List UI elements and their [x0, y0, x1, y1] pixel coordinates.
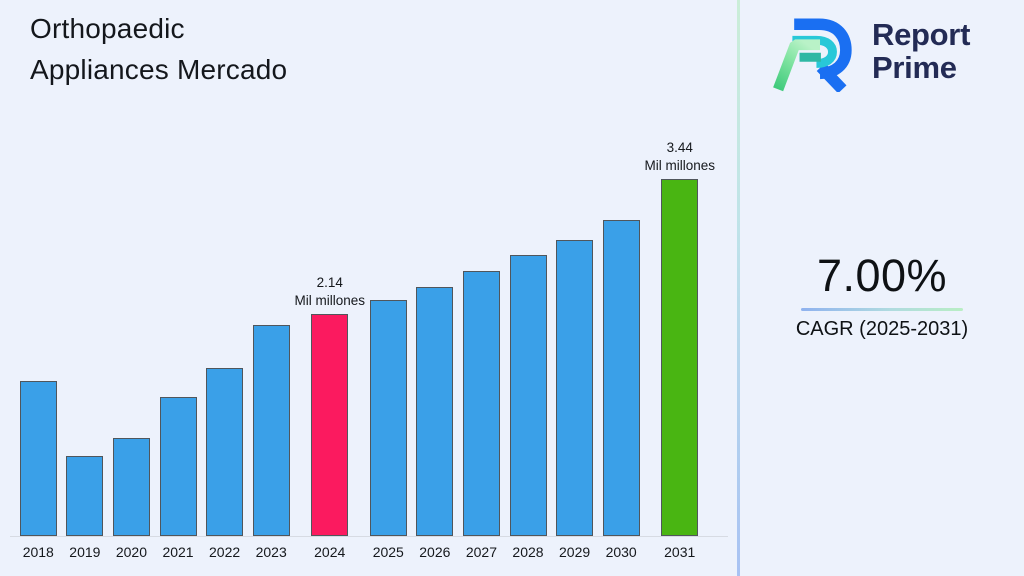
x-axis-label-2018: 2018: [22, 544, 54, 560]
bar-2019[interactable]: [66, 456, 104, 536]
report-prime-logo: Report Prime: [766, 10, 970, 92]
bar-2030[interactable]: [602, 220, 640, 536]
x-axis-label-2028: 2028: [512, 544, 544, 560]
x-axis-label-2031: 2031: [664, 544, 696, 560]
x-axis-label-2023: 2023: [255, 544, 287, 560]
bar-2018[interactable]: [19, 381, 57, 536]
bar-group-2028: 2028: [505, 0, 552, 560]
bar-group-2023: 2023: [248, 0, 295, 560]
x-axis-label-2021: 2021: [162, 544, 194, 560]
bar-group-2024: 2.14 Mil millones 2024: [294, 0, 365, 560]
bar-2022[interactable]: [206, 368, 244, 536]
bar-2023[interactable]: [252, 325, 290, 536]
bar-2027[interactable]: [462, 271, 500, 536]
bar-group-2029: 2029: [551, 0, 598, 560]
page-title: Orthopaedic Appliances Mercado: [30, 13, 288, 85]
bar-group-2022: 2022: [201, 0, 248, 560]
bar-2029[interactable]: [556, 240, 594, 536]
x-axis-line: [10, 536, 728, 537]
bar-value-label-2031: 3.44 Mil millones: [644, 140, 715, 173]
cagr-label: CAGR (2025-2031): [795, 318, 969, 340]
bar-2026[interactable]: [416, 287, 454, 536]
cagr-underline: [801, 308, 963, 311]
x-axis-label-2020: 2020: [115, 544, 148, 560]
bar-2024[interactable]: [311, 314, 349, 536]
x-axis-label-2027: 2027: [465, 544, 497, 560]
bar-group-2020: 2020: [108, 0, 155, 560]
x-axis-label-2022: 2022: [209, 544, 241, 560]
x-axis-label-2026: 2026: [419, 544, 451, 560]
bar-2025[interactable]: [369, 300, 407, 536]
bar-group-2030: 2030: [598, 0, 645, 560]
vertical-divider: [737, 0, 740, 576]
bars-container: 2018 2019 2020 2021 2022 2023 2.14 Mil millones…: [15, 0, 715, 560]
logo-text-line2: Prime: [872, 50, 957, 85]
bar-group-2026: 2026: [412, 0, 459, 560]
bar-group-2019: 2019: [62, 0, 109, 560]
bar-group-2021: 2021: [155, 0, 202, 560]
bar-2028[interactable]: [509, 255, 547, 536]
cagr-panel: 7.00% CAGR (2025-2031): [740, 250, 1024, 341]
bar-group-2031: 3.44 Mil millones 2031: [644, 0, 715, 560]
x-axis-label-2030: 2030: [605, 544, 637, 560]
bar-chart: 2018 2019 2020 2021 2022 2023 2.14 Mil millones…: [10, 0, 728, 560]
x-axis-label-2029: 2029: [559, 544, 591, 560]
x-axis-label-2019: 2019: [69, 544, 101, 560]
x-axis-label-2024: 2024: [314, 544, 346, 560]
bar-2031[interactable]: [661, 179, 699, 536]
bar-2021[interactable]: [159, 397, 197, 536]
bar-value-label-2024: 2.14 Mil millones: [294, 275, 365, 308]
bar-group-2018: 2018: [15, 0, 62, 560]
bar-group-2027: 2027: [458, 0, 505, 560]
bar-group-2025: 2025: [365, 0, 412, 560]
report-prime-logo-icon: [773, 18, 852, 92]
logo-text-line1: Report: [872, 17, 971, 52]
x-axis-label-2025: 2025: [372, 544, 404, 560]
report-prime-logo-text: Report Prime: [872, 18, 970, 84]
cagr-value: 7.00%: [816, 250, 948, 301]
bar-2020[interactable]: [112, 438, 150, 536]
